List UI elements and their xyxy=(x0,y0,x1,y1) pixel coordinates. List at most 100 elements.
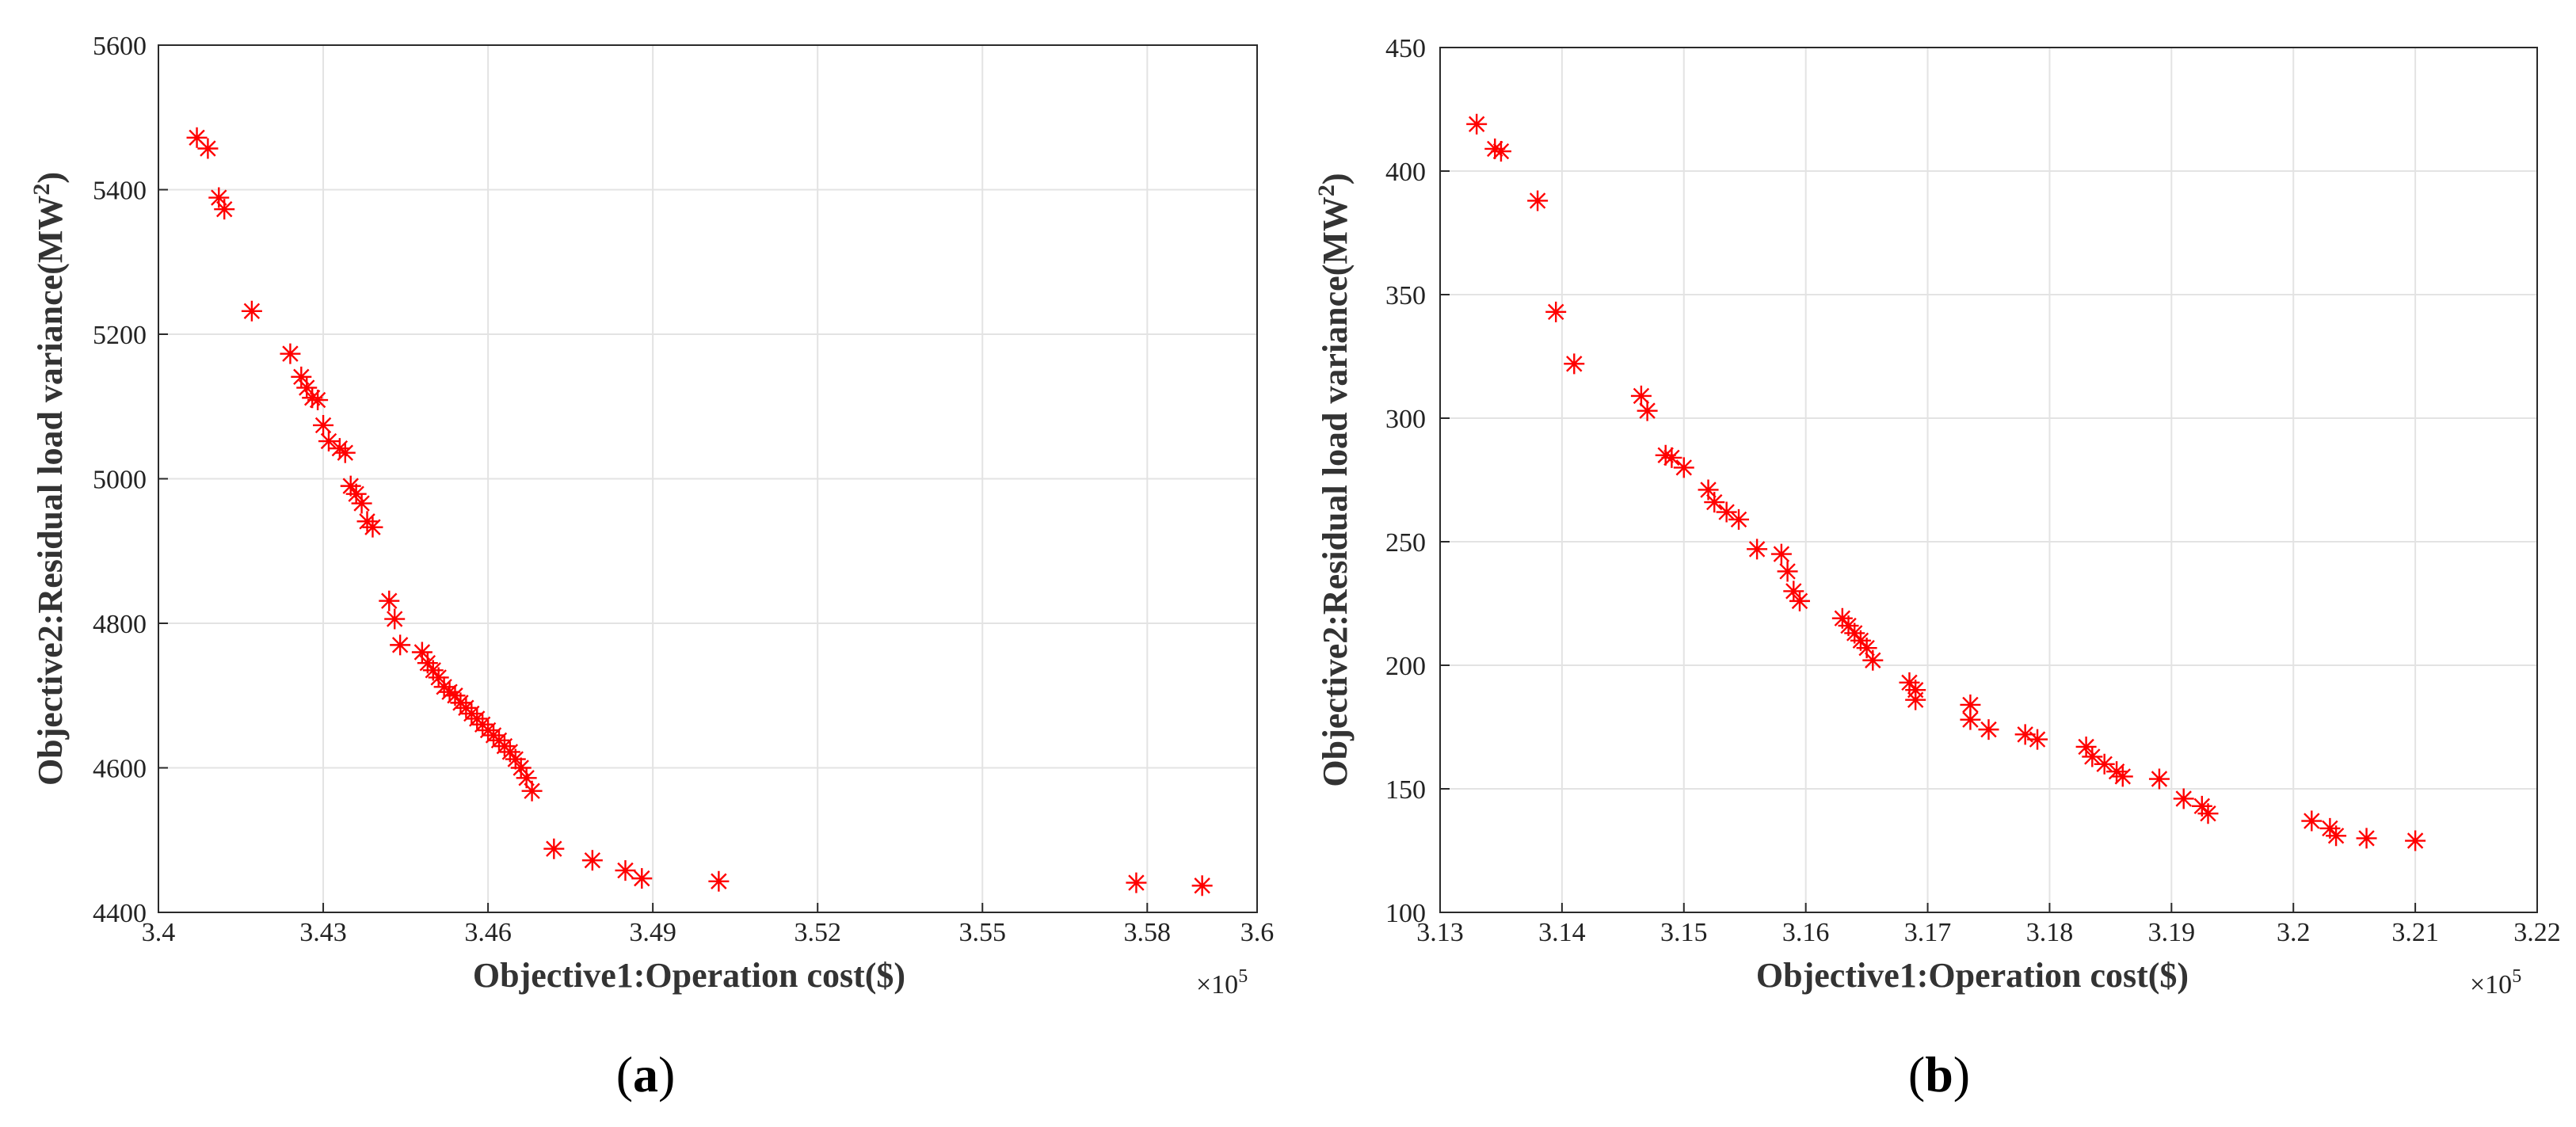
panel-b-data-point xyxy=(2082,746,2103,767)
panel-b-data-point xyxy=(1490,141,1511,162)
panel-b-data-point xyxy=(1527,190,1549,211)
panel-b-chart: 3.13 3.14 3.15 3.16 3.17 3.18 3.19 3.2 3.21 3.22 1… xyxy=(1313,34,2561,1102)
panel-b-data-point xyxy=(2148,768,2170,790)
panel-a-data-point xyxy=(543,838,565,859)
panel-a-caption: (a) xyxy=(616,1046,676,1102)
panel-a-data-point xyxy=(631,868,653,889)
panel-a-data-point xyxy=(444,685,466,706)
panel-a-data-point xyxy=(422,660,444,681)
panel-b-data-point xyxy=(1704,492,1725,513)
panel-a-data-point xyxy=(340,475,361,497)
panel-a-data-point xyxy=(417,653,438,674)
panel-a-data-point xyxy=(318,431,339,452)
panel-b-data-point xyxy=(2075,736,2097,757)
panel-b-data-point xyxy=(1777,561,1798,582)
panel-a-y-tick-label: 5200 xyxy=(93,321,147,350)
panel-b-data-point xyxy=(1728,508,1750,530)
panel-a-data-point xyxy=(516,767,537,789)
panel-b-x-tick-label: 3.15 xyxy=(1660,918,1708,947)
panel-a-x-tick-label: 3.46 xyxy=(464,918,512,947)
panel-b-data-point xyxy=(2301,810,2323,832)
panel-a-x-tick-label: 3.6 xyxy=(1240,918,1275,947)
panel-b-data-point xyxy=(1862,649,1884,671)
panel-a-x-tick-label: 3.4 xyxy=(142,918,176,947)
panel-b-plot-frame xyxy=(1439,47,2538,913)
panel-b-data-point xyxy=(1466,113,1488,135)
panel-a-y-tick-label: 5600 xyxy=(93,32,147,61)
panel-a-data-point xyxy=(428,667,449,688)
panel-b-caption: (b) xyxy=(1908,1046,1970,1102)
panel-b-y-tick-label: 450 xyxy=(1385,34,1426,63)
panel-b-y-axis-label: Objective2:Residual load variance(MW2) xyxy=(1313,173,1355,786)
panel-a-data-point xyxy=(510,757,532,779)
panel-b-data-point xyxy=(1630,385,1652,406)
panel-a-data-point xyxy=(296,377,318,398)
panel-a-data-point xyxy=(1126,872,1147,893)
panel-b-data-point xyxy=(1960,709,1981,730)
panel-b-data-point xyxy=(1673,457,1694,478)
panel-b-data-point xyxy=(2027,729,2048,750)
panel-a-y-tick-label: 4800 xyxy=(93,610,147,639)
panel-a-data-point xyxy=(439,681,460,702)
panel-a-data-point xyxy=(379,590,400,611)
panel-b-x-axis-label: Objective1:Operation cost($) xyxy=(1756,956,2189,995)
panel-b-data-point xyxy=(2173,788,2194,809)
panel-b-data-point xyxy=(1637,400,1658,421)
panel-a-data-point xyxy=(384,608,406,630)
panel-a-x-tick-label: 3.43 xyxy=(299,918,347,947)
panel-b-data-point xyxy=(1978,719,1999,741)
panel-b-y-tick-label: 100 xyxy=(1385,899,1426,928)
panel-a-data-point xyxy=(1191,875,1213,897)
panel-b-data-point xyxy=(1564,353,1585,375)
panel-b-data-point xyxy=(2197,803,2219,824)
panel-b-x-tick-label: 3.18 xyxy=(2026,918,2074,947)
panel-b-data-point xyxy=(2014,724,2036,745)
panel-a-data-point xyxy=(505,748,526,770)
panel-a-data-point xyxy=(521,780,543,801)
panel-b-y-tick-label: 400 xyxy=(1385,158,1426,187)
panel-b-data-point xyxy=(1661,447,1682,468)
panel-a-data-point xyxy=(615,860,636,881)
panel-b-data-point xyxy=(1789,590,1810,611)
panel-a-data-point xyxy=(351,493,372,514)
panel-b-y-tick-label: 300 xyxy=(1385,405,1426,434)
panel-b-data-point xyxy=(1747,539,1768,560)
panel-b-y-tick-label: 250 xyxy=(1385,528,1426,558)
panel-b-x-tick-label: 3.16 xyxy=(1782,918,1830,947)
panel-a-data-point xyxy=(241,300,262,322)
panel-a-y-axis-label: Objective2:Residual load variance(MW2) xyxy=(29,172,70,786)
panel-b-data-point xyxy=(1783,581,1804,602)
panel-a-y-tick-label: 5400 xyxy=(93,177,147,206)
panel-a-y-tick-label: 4600 xyxy=(93,755,147,784)
panel-a-data-point xyxy=(186,127,208,148)
panel-a-y-tick-label: 4400 xyxy=(93,899,147,928)
panel-b-data-point xyxy=(1698,479,1719,501)
panel-a-data-point xyxy=(214,199,235,220)
panel-b-data-point xyxy=(1856,638,1877,659)
panel-b-data-point xyxy=(2356,828,2377,849)
panel-b-data-point xyxy=(1960,694,1981,715)
panel-b-x-tick-label: 3.17 xyxy=(1904,918,1952,947)
panel-a-chart: 3.4 3.43 3.46 3.49 3.52 3.55 3.58 3.6 4400 4600 48… xyxy=(29,32,1274,1102)
panel-a-data-point xyxy=(313,414,334,436)
panel-b-x-tick-label: 3.21 xyxy=(2391,918,2439,947)
panel-a-data-point xyxy=(280,343,301,364)
panel-a-x-tick-label: 3.49 xyxy=(629,918,676,947)
panel-a-x-tick-label: 3.58 xyxy=(1124,918,1172,947)
panel-b-data-point xyxy=(2326,825,2347,847)
panel-b-x-tick-label: 3.2 xyxy=(2277,918,2311,947)
panel-b-x-tick-label: 3.22 xyxy=(2513,918,2561,947)
panel-a-data-point xyxy=(708,870,730,892)
panel-a-y-tick-label: 5000 xyxy=(93,466,147,495)
panel-b-data-point xyxy=(1545,301,1567,322)
panel-a-data-point xyxy=(345,483,367,504)
panel-b-x-multiplier: ×105 xyxy=(2470,966,2521,999)
panel-a-data-point xyxy=(208,187,230,208)
panel-b-x-tick-label: 3.14 xyxy=(1538,918,1586,947)
panel-a-data-point xyxy=(197,138,219,159)
panel-b-data-point xyxy=(1905,689,1926,710)
panel-a-data-point xyxy=(307,390,329,411)
panel-b-data-point xyxy=(2112,766,2133,787)
panel-a-data-point xyxy=(362,516,383,538)
